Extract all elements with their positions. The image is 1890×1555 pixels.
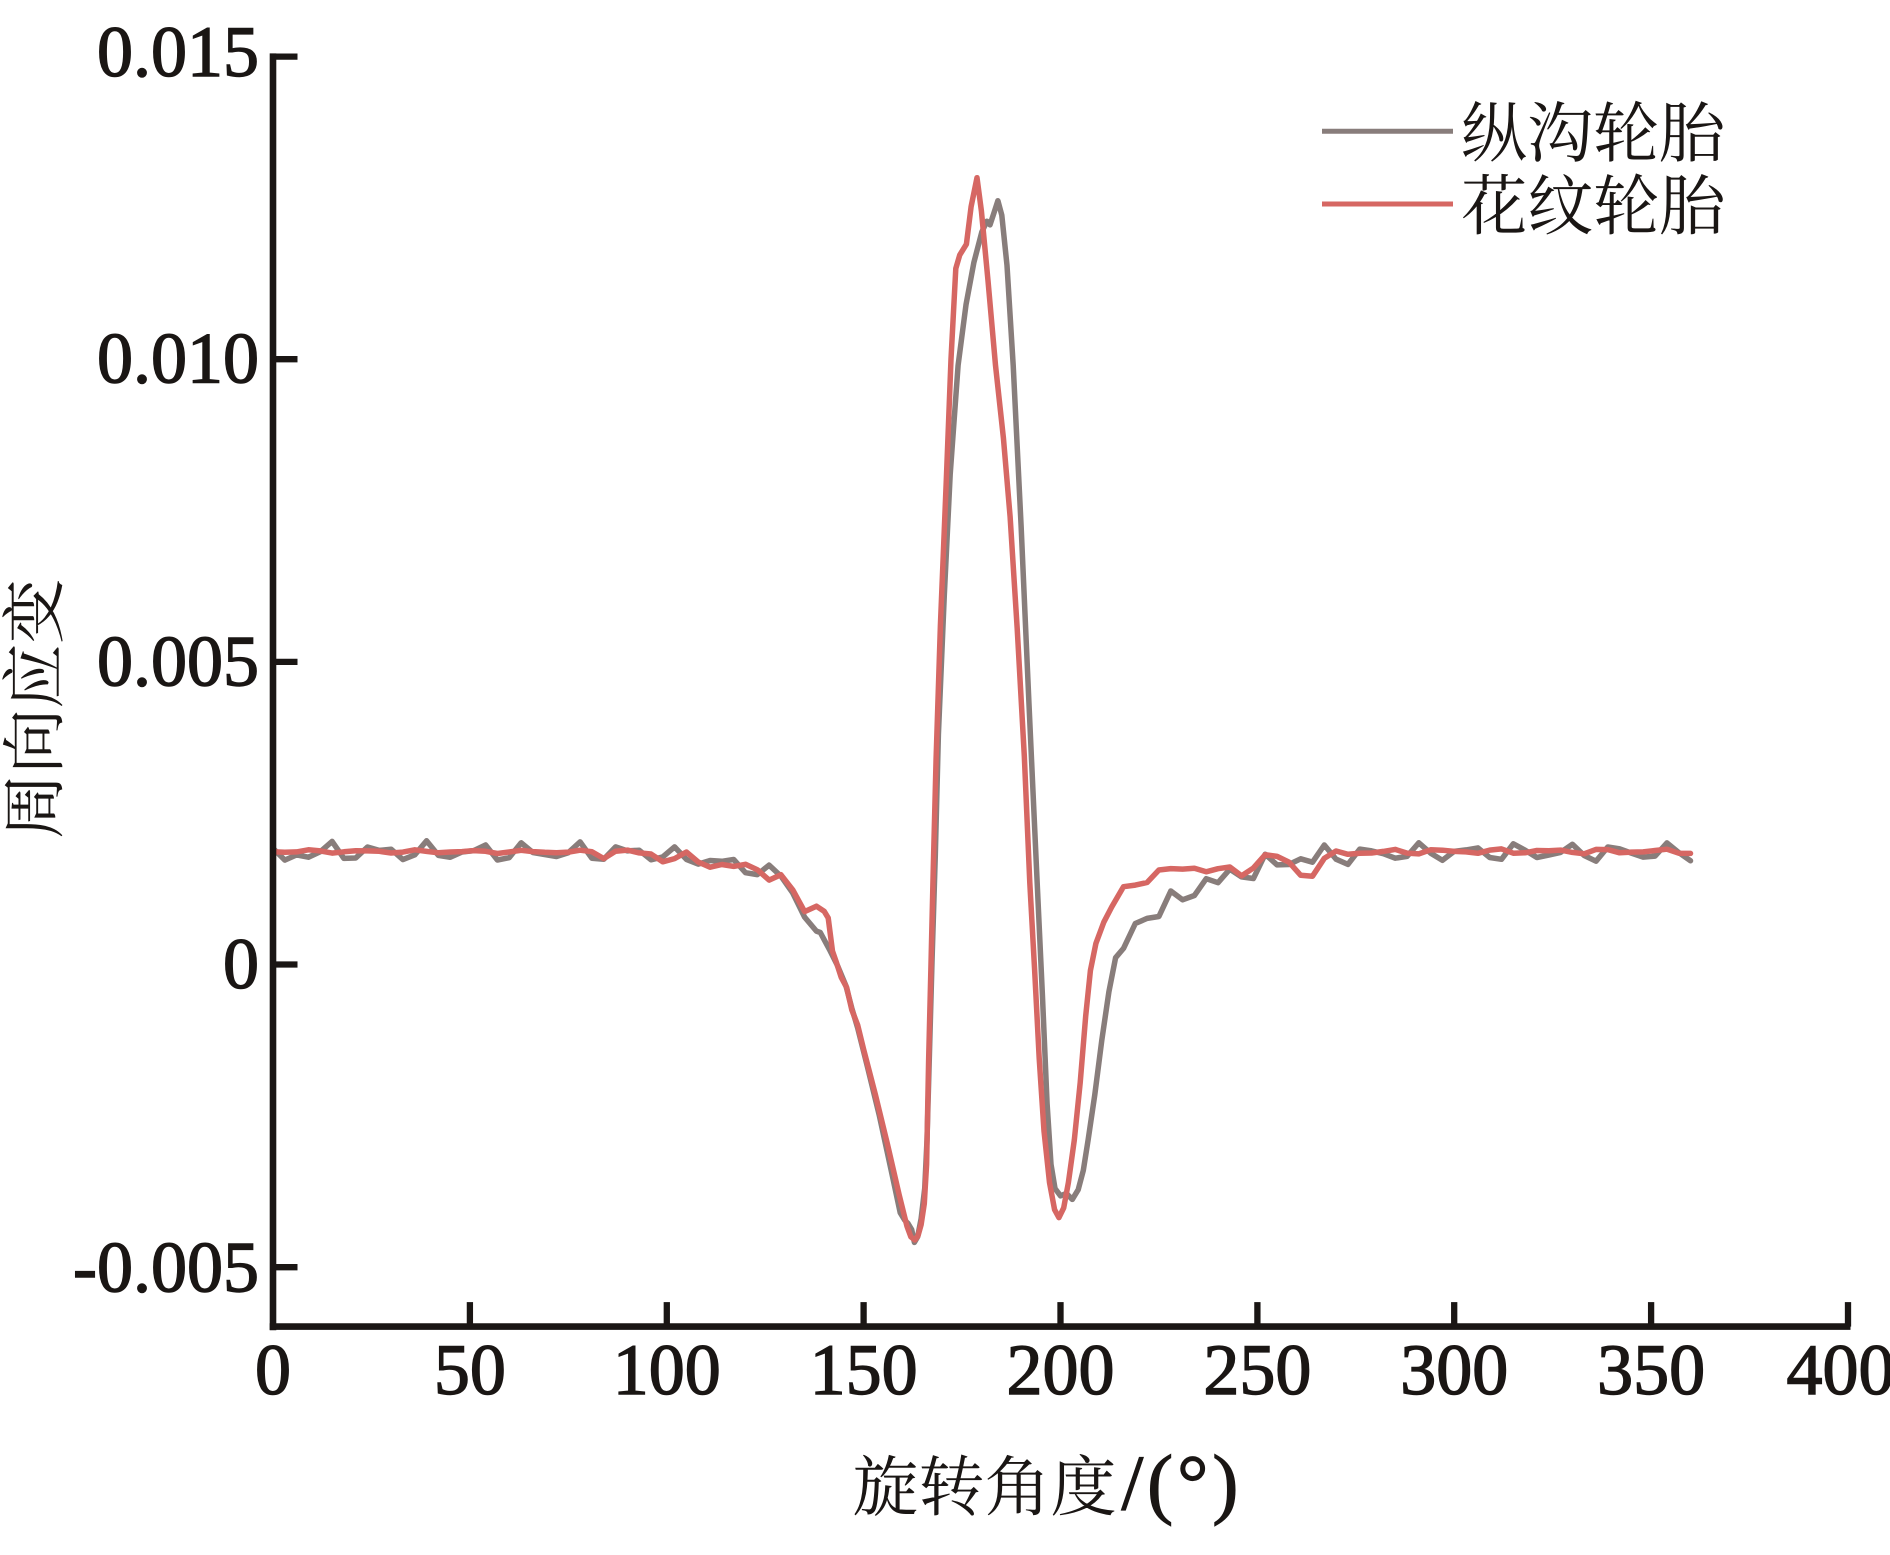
svg-text:0: 0 (223, 924, 259, 1004)
svg-text:0.005: 0.005 (97, 621, 259, 701)
svg-text:300: 300 (1400, 1330, 1508, 1410)
svg-text:0: 0 (255, 1330, 291, 1410)
svg-text:250: 250 (1203, 1330, 1311, 1410)
svg-text:/(°): /(°) (1122, 1439, 1243, 1526)
svg-text:0.015: 0.015 (97, 12, 259, 92)
svg-text:-0.005: -0.005 (73, 1228, 259, 1308)
svg-text:100: 100 (613, 1330, 721, 1410)
svg-text:200: 200 (1007, 1330, 1115, 1410)
svg-text:150: 150 (810, 1330, 918, 1410)
svg-text:350: 350 (1597, 1330, 1705, 1410)
svg-text:400: 400 (1787, 1330, 1890, 1410)
svg-text:0.010: 0.010 (97, 319, 259, 399)
svg-text:50: 50 (434, 1330, 506, 1410)
